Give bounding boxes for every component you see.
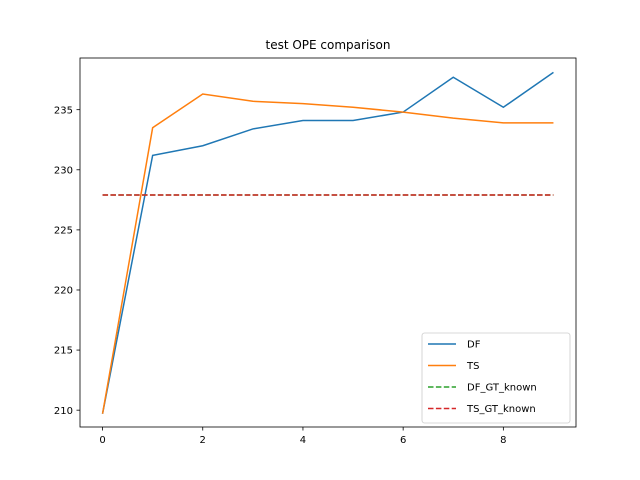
legend-label: TS_GT_known: [466, 404, 536, 415]
chart-title: test OPE comparison: [265, 38, 390, 52]
x-tick-label: 0: [99, 435, 105, 446]
series-layer: [101, 71, 554, 414]
y-tick-label: 210: [54, 406, 73, 417]
x-tick-label: 6: [400, 435, 406, 446]
legend-label: DF_GT_known: [467, 383, 537, 394]
series-line-ts: [101, 93, 554, 414]
y-tick-label: 225: [54, 225, 73, 236]
legend: DF TS DF_GT_known TS_GT_known: [421, 332, 571, 424]
legend-label: TS: [466, 361, 479, 372]
y-tick-label: 230: [54, 165, 73, 176]
x-tick-label: 4: [300, 435, 306, 446]
y-tick-label: 235: [54, 105, 73, 116]
legend-box: [421, 332, 571, 424]
x-axis: 0 2 4 6 8: [99, 427, 507, 446]
y-tick-label: 220: [54, 286, 73, 297]
axes-frame: [79, 57, 577, 428]
x-tick-label: 8: [500, 435, 506, 446]
x-tick-label: 2: [200, 435, 206, 446]
series-line-df: [101, 71, 554, 414]
legend-label: DF: [467, 340, 481, 351]
y-tick-label: 215: [54, 346, 73, 357]
y-axis: 210 215 220 225 230 235: [54, 105, 80, 417]
